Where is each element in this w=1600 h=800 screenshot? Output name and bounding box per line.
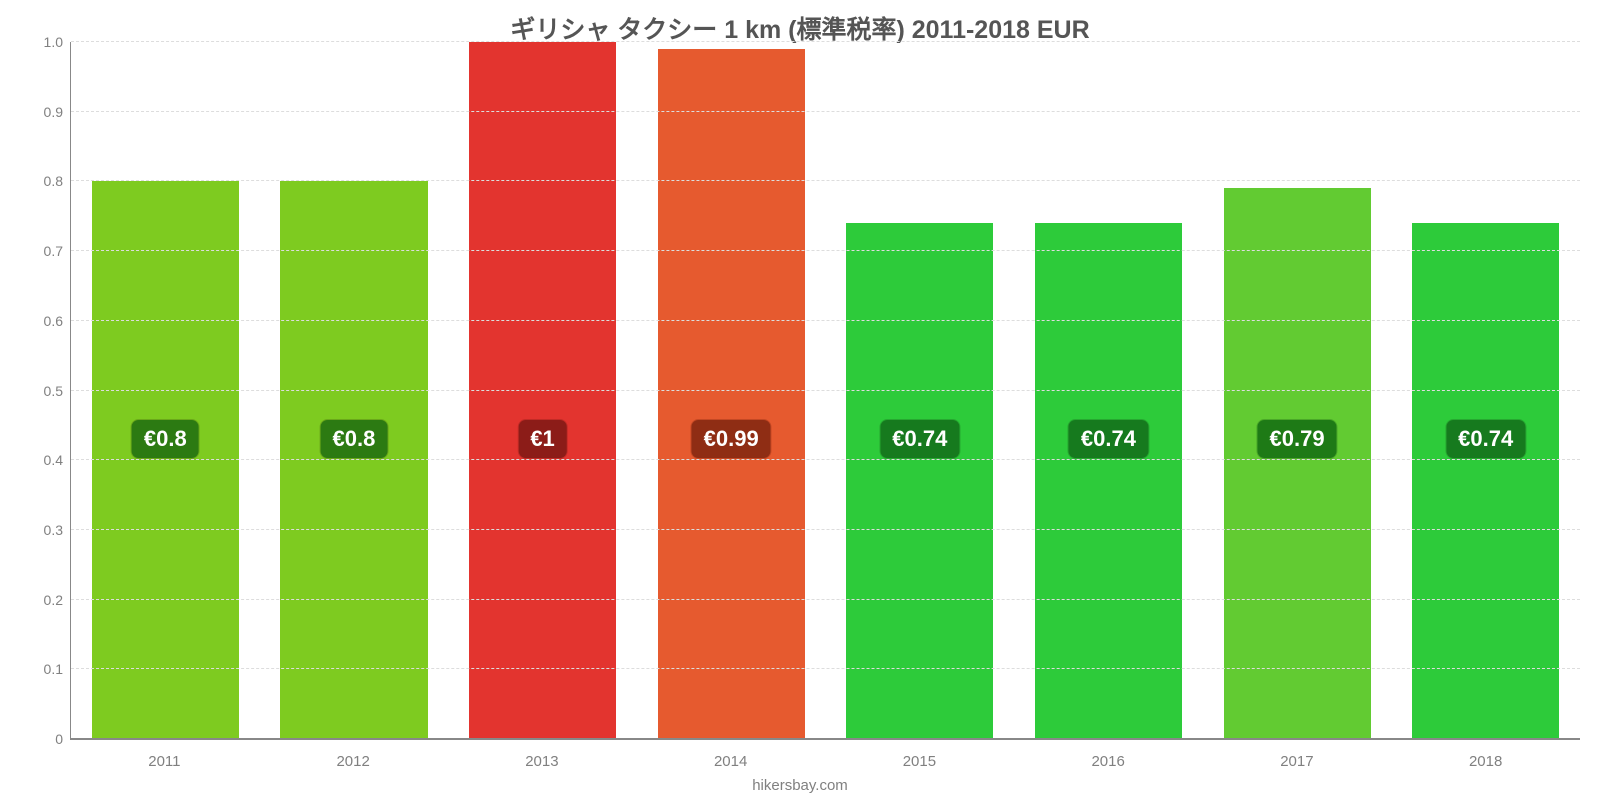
x-tick-label: 2013 [448,753,637,770]
y-tick-label: 0.4 [23,452,63,468]
bar-value-label: €0.74 [1068,419,1149,459]
x-tick-label: 2011 [70,753,259,770]
y-tick-label: 0.7 [23,243,63,259]
y-tick-label: 0.3 [23,522,63,538]
bar [92,181,239,739]
x-tick-label: 2014 [636,753,825,770]
bar-slot: €0.74 [1014,42,1203,739]
y-tick-label: 0 [23,731,63,747]
grid-line [71,738,1580,739]
y-tick-label: 0.1 [23,661,63,677]
bar-value-label: €1 [517,419,567,459]
x-tick-label: 2018 [1391,753,1580,770]
grid-line [71,111,1580,112]
bar [280,181,427,739]
x-tick-label: 2015 [825,753,1014,770]
x-axis-labels: 20112012201320142015201620172018 [70,753,1580,770]
grid-line [71,320,1580,321]
y-tick-label: 0.9 [23,104,63,120]
bar-slot: €0.99 [637,42,826,739]
y-tick-label: 0.6 [23,313,63,329]
bar-value-label: €0.74 [1445,419,1526,459]
bars-container: €0.8 €0.8 €1 €0.99 €0.74 €0.74 €0.79 €0.74 [71,42,1580,739]
grid-line [71,668,1580,669]
grid-line [71,599,1580,600]
bar-slot: €0.79 [1203,42,1392,739]
bar [658,49,805,739]
bar [469,42,616,739]
grid-line [71,180,1580,181]
x-tick-label: 2012 [259,753,448,770]
bar-value-label: €0.8 [320,419,389,459]
bar-value-label: €0.79 [1257,419,1338,459]
grid-line [71,459,1580,460]
bar-slot: €0.8 [71,42,260,739]
bar-slot: €0.74 [826,42,1015,739]
x-tick-label: 2016 [1014,753,1203,770]
bar-slot: €0.74 [1391,42,1580,739]
bar-value-label: €0.74 [879,419,960,459]
x-tick-label: 2017 [1203,753,1392,770]
grid-line [71,529,1580,530]
chart-footer: hikersbay.com [0,777,1600,794]
grid-line [71,390,1580,391]
bar [1412,223,1559,739]
y-tick-label: 0.2 [23,592,63,608]
bar [1224,188,1371,739]
bar [846,223,993,739]
plot-area: €0.8€0.8€1€0.99€0.74€0.74€0.79€0.74 00.1… [70,42,1580,740]
bar-chart: ギリシャ タクシー 1 km (標準税率) 2011-2018 EUR €0.8… [0,0,1600,800]
bar-slot: €0.8 [260,42,449,739]
bar-value-label: €0.8 [131,419,200,459]
bar-slot: €1 [448,42,637,739]
bar-value-label: €0.99 [691,419,772,459]
grid-line [71,41,1580,42]
bar [1035,223,1182,739]
y-tick-label: 0.8 [23,173,63,189]
y-tick-label: 1.0 [23,34,63,50]
grid-line [71,250,1580,251]
y-tick-label: 0.5 [23,383,63,399]
